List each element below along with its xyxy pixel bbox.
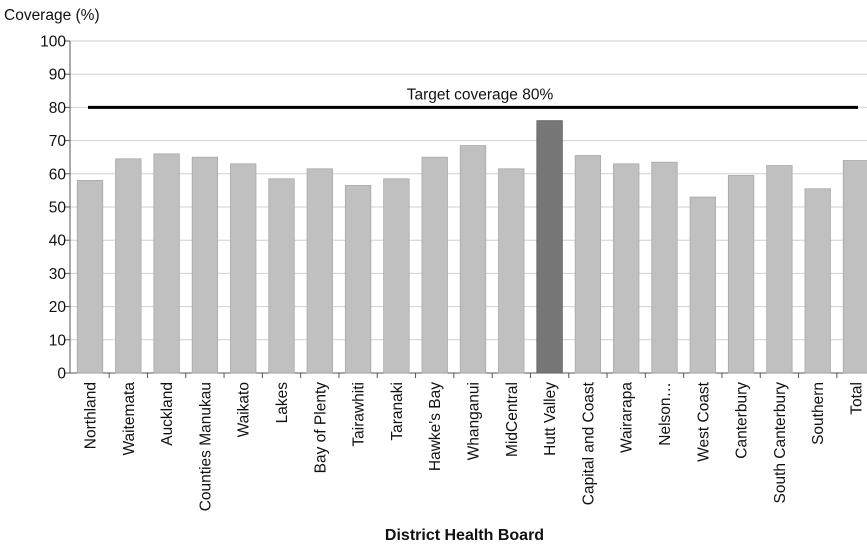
y-tick-label: 20 bbox=[49, 299, 67, 316]
bar-hawke-s-bay bbox=[421, 156, 448, 374]
y-axis-title: Coverage (%) bbox=[4, 7, 100, 24]
x-tick-label: Tairawhiti bbox=[351, 382, 368, 447]
y-tick-label: 30 bbox=[49, 266, 67, 283]
y-tick-label: 100 bbox=[40, 34, 66, 51]
x-tick-label: Canterbury bbox=[734, 382, 751, 459]
bar-hutt-valley bbox=[536, 120, 563, 374]
x-tick-label: Northland bbox=[83, 382, 100, 449]
x-tick-label: Bay of Plenty bbox=[312, 382, 329, 474]
bar-bay-of-plenty bbox=[306, 168, 333, 374]
bar-capital-and-coast bbox=[574, 155, 602, 374]
x-tick-label: Counties Manukau bbox=[197, 382, 214, 511]
y-tick-label: 0 bbox=[57, 366, 66, 383]
x-tick-label: South Canterbury bbox=[772, 382, 789, 504]
bar-waikato bbox=[230, 163, 257, 374]
x-tick-label: Taranaki bbox=[389, 382, 406, 441]
bar-nelson bbox=[651, 161, 678, 374]
bar-northland bbox=[76, 180, 104, 374]
bar-wairarapa bbox=[613, 163, 640, 374]
x-axis-title: District Health Board bbox=[384, 527, 545, 544]
bar-counties-manukau bbox=[191, 156, 219, 374]
x-tick-label: Waitemata bbox=[121, 382, 138, 456]
y-tick-label: 60 bbox=[49, 166, 67, 183]
target-label: Target coverage 80% bbox=[407, 86, 554, 103]
x-tick-label: Waikato bbox=[236, 382, 253, 437]
y-tick-label: 10 bbox=[49, 332, 67, 349]
y-tick-label: 70 bbox=[49, 133, 67, 150]
bar-whanganui bbox=[459, 145, 487, 374]
bar-lakes bbox=[268, 178, 295, 374]
x-tick-label: Auckland bbox=[159, 382, 176, 446]
y-tick-label: 40 bbox=[49, 233, 67, 250]
bar-auckland bbox=[153, 153, 180, 374]
y-tick-label: 90 bbox=[49, 67, 67, 84]
bar-tairawhiti bbox=[344, 185, 372, 374]
x-tick-label: Hutt Valley bbox=[542, 382, 559, 456]
x-tick-label: Nelson… bbox=[657, 382, 674, 446]
x-tick-label: Whanganui bbox=[466, 382, 483, 460]
bar-midcentral bbox=[498, 168, 525, 374]
x-tick-label: West Coast bbox=[695, 381, 712, 462]
x-tick-label: Southern bbox=[810, 382, 827, 445]
x-tick-label: Lakes bbox=[274, 382, 291, 424]
y-tick-label: 50 bbox=[49, 200, 67, 217]
bar-south-canterbury bbox=[766, 165, 793, 374]
bar-total bbox=[842, 160, 867, 374]
bar-canterbury bbox=[727, 175, 755, 374]
x-tick-label: Total bbox=[849, 382, 866, 415]
x-tick-label: Hawke's Bay bbox=[427, 382, 444, 471]
bar-southern bbox=[804, 188, 831, 374]
x-tick-label: Wairarapa bbox=[619, 382, 636, 453]
x-tick-label: Capital and Coast bbox=[580, 381, 597, 505]
y-tick-label: 80 bbox=[49, 100, 67, 117]
x-tick-label: MidCentral bbox=[504, 382, 521, 457]
bar-waitemata bbox=[115, 158, 142, 374]
bar-taranaki bbox=[383, 178, 410, 374]
bar-west-coast bbox=[689, 196, 716, 374]
